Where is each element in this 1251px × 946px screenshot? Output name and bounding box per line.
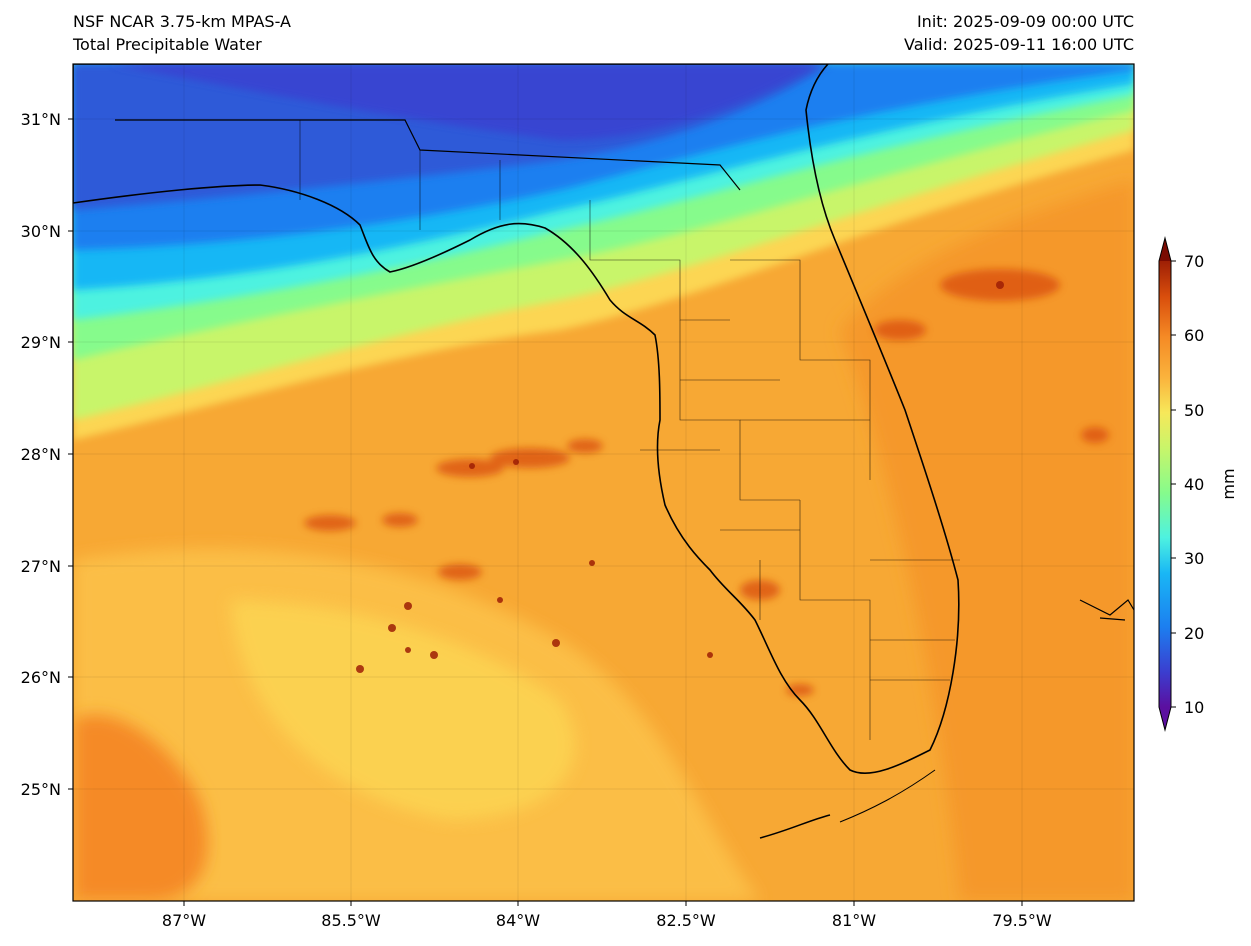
lat-label-31n: 31°N (21, 110, 61, 129)
lon-label-82-5w: 82.5°W (656, 911, 716, 930)
lon-label-79-5w: 79.5°W (992, 911, 1052, 930)
lat-label-29n: 29°N (21, 333, 61, 352)
colorbar-tick-40: 40 (1184, 475, 1204, 494)
colorbar-tick-30: 30 (1184, 549, 1204, 568)
lon-label-84w: 84°W (496, 911, 540, 930)
colorbar-unit-label: mm (1219, 468, 1238, 499)
axis-ticks (68, 118, 1023, 906)
lon-label-85-5w: 85.5°W (321, 911, 381, 930)
pwat-field (73, 64, 1134, 901)
graticule (73, 64, 1134, 901)
colorbar: 70 60 50 40 30 20 10 mm (1158, 236, 1238, 732)
init-time: Init: 2025-09-09 00:00 UTC (916, 12, 1134, 31)
colorbar-tick-10: 10 (1184, 698, 1204, 717)
lat-label-30n: 30°N (21, 222, 61, 241)
valid-time: Valid: 2025-09-11 16:00 UTC (903, 35, 1134, 54)
colorbar-tick-60: 60 (1184, 326, 1204, 345)
lat-label-26n: 26°N (21, 668, 61, 687)
model-title: NSF NCAR 3.75-km MPAS-A (73, 12, 291, 31)
colorbar-tick-50: 50 (1184, 401, 1204, 420)
colorbar-tick-20: 20 (1184, 624, 1204, 643)
lat-label-27n: 27°N (21, 557, 61, 576)
map-frame (72, 63, 1135, 902)
lat-label-25n: 25°N (21, 780, 61, 799)
colorbar-tick-70: 70 (1184, 252, 1204, 271)
lon-label-81w: 81°W (832, 911, 876, 930)
lon-label-87w: 87°W (162, 911, 206, 930)
lat-label-28n: 28°N (21, 445, 61, 464)
coastline (73, 64, 1134, 839)
field-title: Total Precipitable Water (73, 35, 262, 54)
